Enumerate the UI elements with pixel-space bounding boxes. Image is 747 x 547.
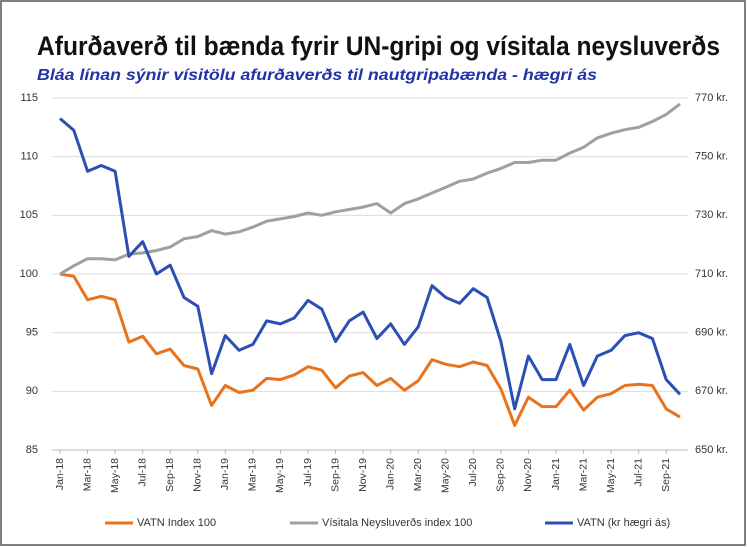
- y2-tick-label: 650 kr.: [695, 444, 728, 456]
- series-line: [59, 117, 682, 411]
- x-tick-label: Sep-18: [164, 458, 176, 492]
- y-tick-label: 90: [26, 385, 38, 397]
- y2-tick-label: 750 kr.: [695, 151, 728, 163]
- x-tick-label: Nov-19: [357, 458, 369, 492]
- legend-label: VATN Index 100: [137, 517, 216, 529]
- x-tick-label: May-18: [109, 458, 121, 493]
- y2-tick-label: 710 kr.: [695, 268, 728, 280]
- x-tick-label: Jan-19: [219, 458, 231, 490]
- series-line: [59, 102, 681, 276]
- x-tick-label: Mar-20: [412, 458, 424, 491]
- legend-label: Vísitala Neysluverðs index 100: [322, 517, 472, 529]
- y-tick-label: 85: [26, 444, 38, 456]
- legend-label: VATN (kr hægri ás): [577, 517, 670, 529]
- chart-title: Afurðaverð til bænda fyrir UN-gripi og v…: [37, 31, 720, 61]
- y2-tick-label: 690 kr.: [695, 327, 728, 339]
- x-tick-label: Jan-20: [384, 458, 396, 490]
- y-tick-label: 95: [26, 327, 38, 339]
- x-tick-label: Sep-20: [495, 458, 507, 492]
- x-tick-label: Mar-18: [81, 458, 93, 491]
- chart-subtitle: Bláa línan sýnir vísitölu afurðaverðs ti…: [37, 67, 597, 84]
- x-tick-label: Jul-21: [632, 458, 644, 487]
- x-tick-label: Sep-21: [660, 458, 672, 492]
- x-tick-label: Nov-20: [522, 458, 534, 492]
- x-tick-label: May-19: [274, 458, 286, 493]
- y-tick-label: 100: [20, 268, 38, 280]
- series-line: [59, 272, 681, 427]
- y-tick-label: 105: [20, 209, 38, 221]
- y2-tick-label: 730 kr.: [695, 209, 728, 221]
- x-tick-label: Sep-19: [329, 458, 341, 492]
- x-tick-label: May-21: [605, 458, 617, 493]
- y2-tick-label: 670 kr.: [695, 385, 728, 397]
- x-tick-label: Mar-19: [247, 458, 259, 491]
- x-tick-label: Mar-21: [577, 458, 589, 491]
- x-tick-label: Jul-19: [302, 458, 314, 487]
- y-tick-label: 110: [20, 151, 38, 163]
- x-tick-label: May-20: [440, 458, 452, 493]
- x-tick-label: Nov-18: [192, 458, 204, 492]
- x-tick-label: Jul-20: [467, 458, 479, 487]
- x-tick-label: Jul-18: [136, 458, 148, 487]
- x-tick-label: Jan-21: [550, 458, 562, 490]
- y-tick-label: 115: [20, 92, 38, 104]
- y2-tick-label: 770 kr.: [695, 92, 728, 104]
- x-tick-label: Jan-18: [54, 458, 66, 490]
